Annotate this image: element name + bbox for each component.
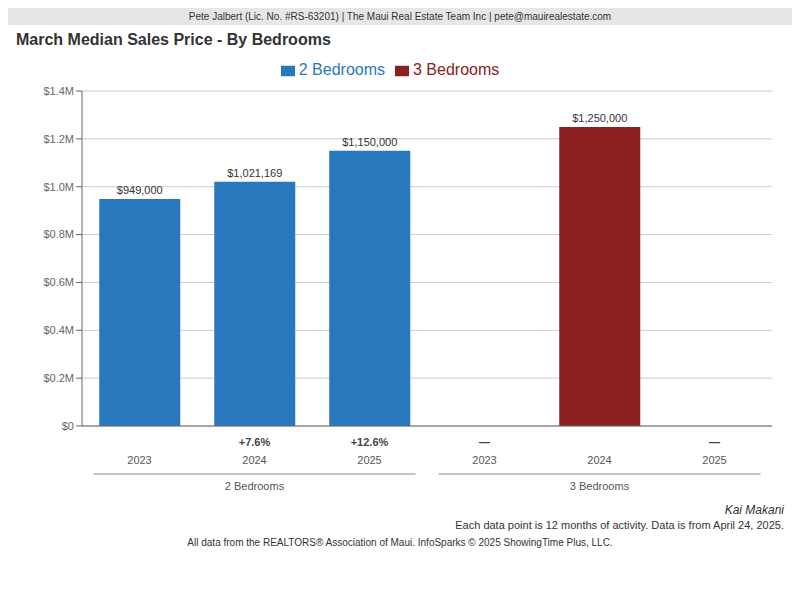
svg-text:3 Bedrooms: 3 Bedrooms bbox=[570, 480, 630, 492]
svg-text:$1,150,000: $1,150,000 bbox=[342, 136, 397, 148]
svg-text:$0.2M: $0.2M bbox=[43, 372, 74, 384]
svg-text:$1.2M: $1.2M bbox=[43, 133, 74, 145]
svg-text:$1,021,169: $1,021,169 bbox=[227, 167, 282, 179]
svg-text:$0.8M: $0.8M bbox=[43, 228, 74, 240]
svg-text:$0: $0 bbox=[62, 420, 74, 432]
svg-text:2025: 2025 bbox=[702, 454, 726, 466]
html-text:Kai Makani: Kai Makani bbox=[724, 503, 784, 517]
svg-text:$949,000: $949,000 bbox=[117, 184, 163, 196]
html-text:3 Bedrooms: 3 Bedrooms bbox=[413, 61, 500, 78]
svg-text:—: — bbox=[479, 436, 490, 448]
svg-text:2023: 2023 bbox=[127, 454, 151, 466]
svg-text:$1,250,000: $1,250,000 bbox=[572, 112, 627, 124]
svg-text:2025: 2025 bbox=[357, 454, 381, 466]
html-text:March Median Sales Price - By: March Median Sales Price - By Bedrooms bbox=[16, 31, 331, 48]
html-text:2 Bedrooms: 2 Bedrooms bbox=[298, 61, 385, 78]
svg-text:2 Bedrooms: 2 Bedrooms bbox=[225, 480, 285, 492]
svg-text:2023: 2023 bbox=[472, 454, 496, 466]
svg-text:—: — bbox=[709, 436, 720, 448]
svg-text:+7.6%: +7.6% bbox=[239, 436, 271, 448]
svg-text:$0.6M: $0.6M bbox=[43, 276, 74, 288]
svg-text:$1.4M: $1.4M bbox=[43, 85, 74, 97]
svg-text:$0.4M: $0.4M bbox=[43, 324, 74, 336]
html-text:All data from the REALTORS® As: All data from the REALTORS® Association … bbox=[187, 537, 613, 548]
html-text:Each data point is 12 months o: Each data point is 12 months of activity… bbox=[455, 519, 784, 531]
svg-text:$1.0M: $1.0M bbox=[43, 181, 74, 193]
html-text:Pete Jalbert (Lic. No. #RS-632: Pete Jalbert (Lic. No. #RS-63201) | The … bbox=[188, 11, 612, 22]
svg-text:2024: 2024 bbox=[242, 454, 266, 466]
svg-text:+12.6%: +12.6% bbox=[351, 436, 389, 448]
svg-text:2024: 2024 bbox=[587, 454, 611, 466]
